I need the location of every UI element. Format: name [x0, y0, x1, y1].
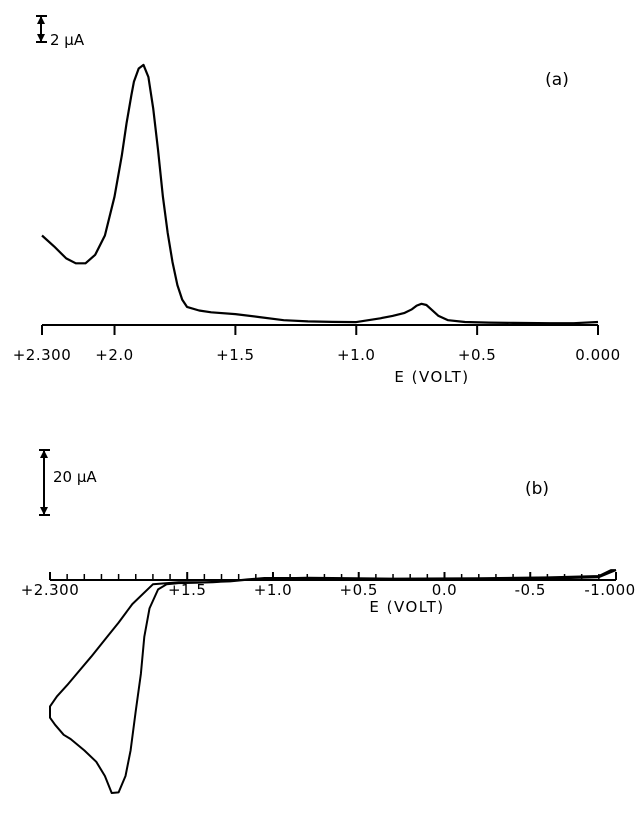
- scale-bar-a-label: 2 μA: [50, 31, 85, 49]
- panel-a-label: (a): [545, 70, 569, 90]
- x-axis-a: +2.300 +2.0 +1.5 +1.0 +0.5 0.000: [13, 324, 620, 364]
- scale-bar-b: 20 μA: [39, 449, 97, 516]
- x-tick-label-b: +1.5: [168, 581, 206, 599]
- x-tick-label-b: +0.5: [340, 581, 378, 599]
- x-tick-label-a: +2.300: [13, 346, 72, 364]
- series-line-a: [41, 63, 599, 325]
- x-axis-b-title: E (VOLT): [369, 598, 444, 616]
- scale-bar-b-label: 20 μA: [53, 468, 97, 486]
- x-tick-label-b: +1.0: [254, 581, 292, 599]
- x-axis-b: +2.300 +1.5 +1.0 +0.5 0.0 -0.5 -1.000: [21, 572, 635, 599]
- x-tick-label-b: +2.300: [21, 581, 80, 599]
- x-tick-label-a: +1.0: [337, 346, 375, 364]
- series-line-b: [49, 569, 617, 794]
- x-tick-label-b: -0.5: [515, 581, 546, 599]
- scale-bar-a: 2 μA: [36, 15, 85, 49]
- panel-b: 20 μA (b) +2.300 +1.5 +1.0 +0.5 0.0 -0.5 -1.00…: [21, 449, 635, 794]
- x-tick-label-b: -1.000: [584, 581, 635, 599]
- x-tick-label-a: +1.5: [216, 346, 254, 364]
- panel-a: 2 μA (a) +2.300 +2.0 +1.5 +1.0 +0.5 0.000 E (…: [13, 15, 620, 386]
- x-tick-label-a: +0.5: [458, 346, 496, 364]
- panel-b-label: (b): [525, 479, 549, 499]
- x-tick-label-a: 0.000: [575, 346, 620, 364]
- x-tick-label-b: 0.0: [432, 581, 457, 599]
- x-axis-a-title: E (VOLT): [394, 368, 469, 386]
- x-tick-label-a: +2.0: [95, 346, 133, 364]
